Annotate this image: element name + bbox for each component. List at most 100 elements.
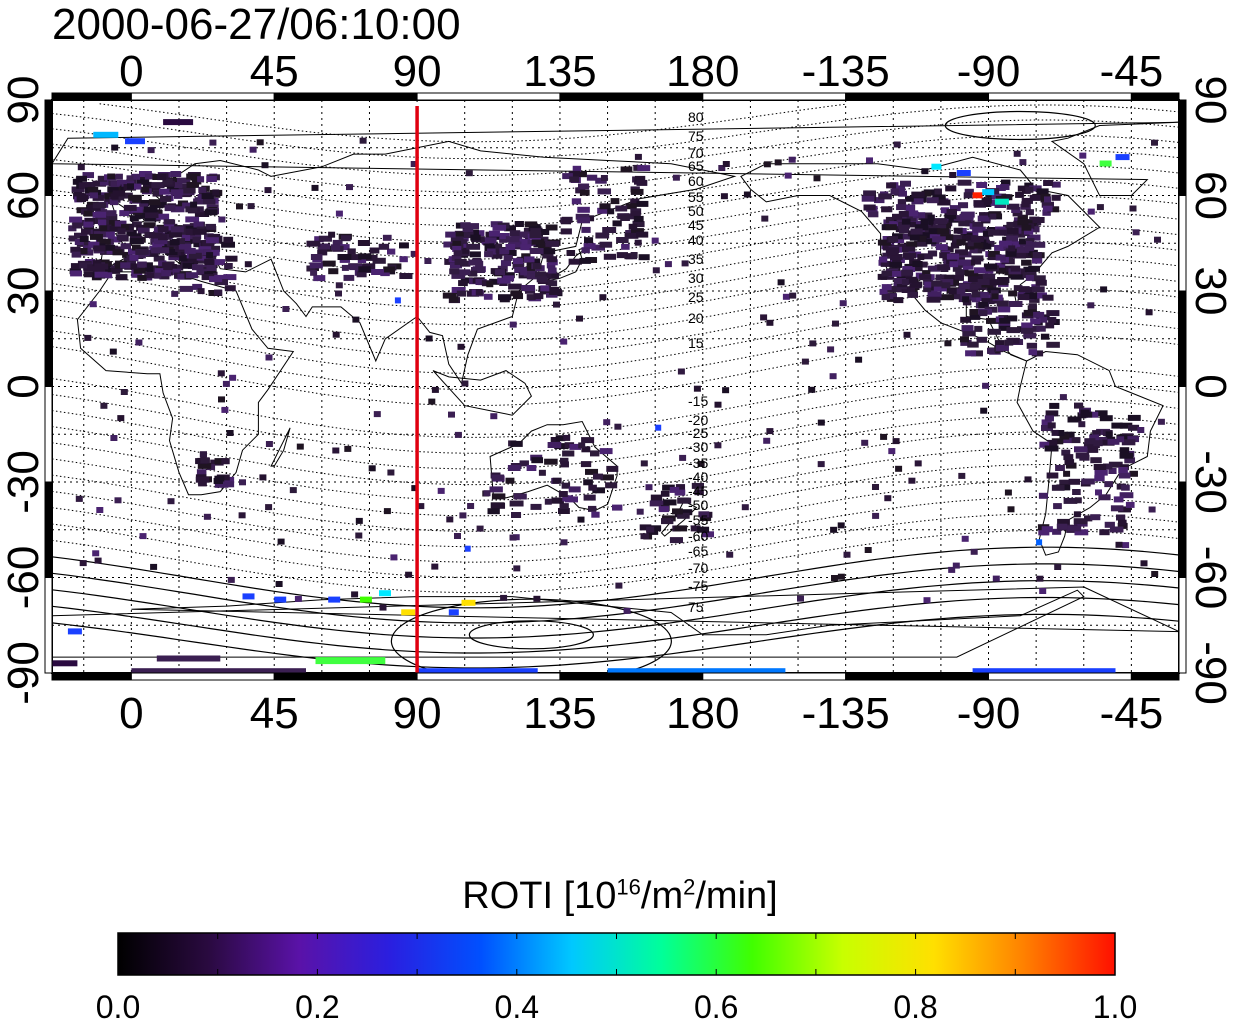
roti-cell — [526, 465, 537, 471]
roti-cell — [179, 255, 188, 262]
roti-cell — [164, 224, 175, 231]
roti-cell — [545, 240, 560, 247]
roti-cell — [893, 278, 906, 284]
roti-cell — [1127, 436, 1140, 443]
roti-cell — [967, 276, 981, 282]
roti-cell — [890, 254, 903, 260]
roti-cell — [638, 254, 650, 261]
roti-cell — [450, 236, 464, 243]
roti-cell — [1061, 437, 1073, 444]
roti-cell — [1096, 204, 1104, 211]
roti-cell — [454, 258, 467, 265]
roti-cell — [615, 205, 628, 212]
contour-label: 35 — [688, 251, 704, 267]
roti-cell — [741, 504, 749, 511]
roti-cell — [157, 226, 169, 233]
roti-cell — [449, 262, 463, 269]
roti-cell — [907, 221, 918, 228]
roti-cell — [919, 274, 932, 281]
roti-cell — [488, 230, 500, 237]
contour-label: 55 — [688, 189, 704, 205]
roti-cell — [953, 215, 966, 222]
roti-cell — [908, 210, 919, 217]
roti-cell-high — [328, 596, 341, 603]
contour-line — [52, 303, 1179, 374]
roti-cell — [275, 581, 283, 587]
bottom-lon-tick-label: 0 — [119, 689, 143, 738]
axis-bar-top — [1130, 92, 1180, 101]
roti-cell — [930, 232, 941, 239]
roti-cell — [470, 223, 480, 230]
roti-cell — [218, 216, 226, 223]
roti-cell — [718, 165, 726, 171]
roti-cell — [289, 487, 297, 494]
roti-cell — [1107, 438, 1120, 445]
roti-cell — [117, 228, 126, 235]
roti-cell — [123, 204, 137, 211]
roti-cell — [801, 358, 809, 365]
roti-cell — [186, 181, 199, 188]
roti-cell — [172, 268, 182, 275]
roti-cell — [525, 266, 536, 273]
roti-cell — [529, 248, 544, 254]
roti-cell — [143, 222, 156, 229]
roti-cell — [1073, 518, 1088, 525]
roti-cell — [97, 238, 111, 245]
roti-cell — [455, 231, 466, 238]
roti-cell — [514, 221, 524, 227]
roti-cell — [343, 274, 355, 281]
roti-cell — [1044, 196, 1051, 203]
roti-cell — [526, 294, 536, 301]
roti-cell — [201, 274, 215, 281]
roti-cell — [70, 270, 83, 277]
roti-cell — [677, 368, 685, 375]
roti-cell — [636, 179, 648, 186]
roti-cell — [177, 273, 192, 280]
roti-cell — [987, 328, 1001, 335]
contour-line — [52, 596, 1179, 654]
roti-cell — [944, 340, 952, 347]
roti-cell — [1068, 478, 1081, 485]
roti-cell — [965, 243, 975, 250]
left-lat-tick-label: 0 — [0, 374, 48, 398]
axis-bar-right — [1178, 195, 1187, 292]
roti-cell — [452, 245, 462, 252]
contour-label: 20 — [688, 310, 704, 326]
roti-cell — [1129, 205, 1137, 212]
roti-cell — [328, 268, 339, 275]
roti-cell — [538, 469, 546, 476]
roti-cell — [306, 265, 316, 272]
contour-label: 75 — [688, 599, 704, 615]
roti-cell — [148, 199, 161, 206]
roti-cell — [912, 261, 923, 267]
roti-cell — [359, 137, 367, 144]
roti-cell — [500, 594, 508, 601]
roti-cell — [1041, 526, 1053, 533]
roti-cell — [674, 489, 686, 496]
roti-cell — [1048, 317, 1057, 323]
roti-cell — [217, 370, 225, 377]
roti-cell — [160, 195, 172, 202]
roti-cell — [561, 216, 573, 223]
roti-cell — [979, 310, 988, 317]
roti-cell — [204, 209, 218, 216]
roti-cell — [74, 232, 88, 239]
roti-cell — [950, 242, 960, 249]
roti-cell — [149, 232, 163, 239]
roti-cell — [997, 306, 1011, 313]
roti-cell — [157, 247, 170, 254]
roti-cell — [994, 340, 1005, 347]
roti-cell — [544, 498, 552, 505]
roti-cell — [877, 239, 892, 246]
roti-cell — [106, 210, 117, 217]
roti-cell — [964, 270, 979, 277]
roti-cell — [509, 534, 517, 541]
roti-cell-high — [448, 609, 459, 616]
roti-cell — [985, 293, 996, 300]
roti-cell — [204, 258, 214, 265]
roti-cell — [351, 254, 362, 261]
roti-cell — [1145, 309, 1153, 316]
roti-cell — [128, 194, 142, 201]
roti-cell — [1102, 463, 1113, 470]
roti-cell — [630, 188, 644, 195]
